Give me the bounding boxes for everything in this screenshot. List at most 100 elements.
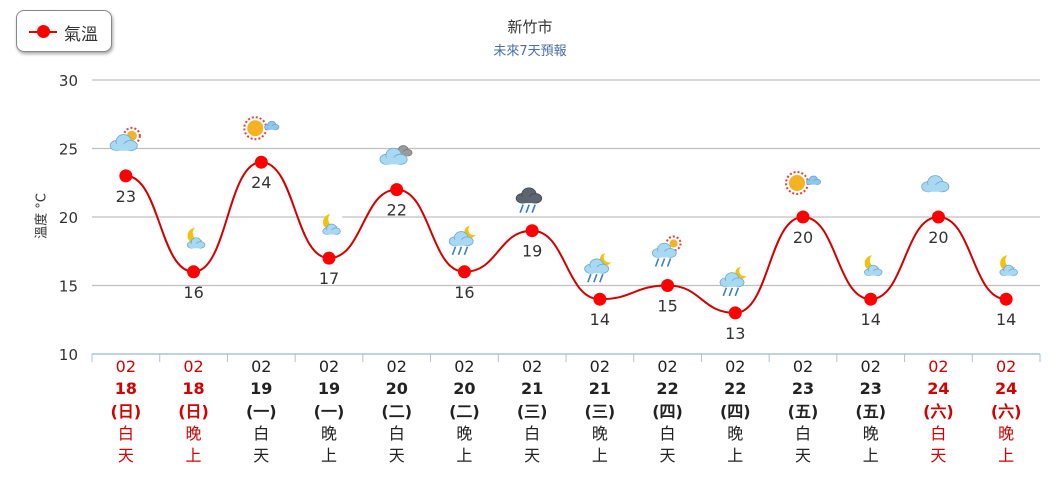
x-label-month: 02	[657, 357, 678, 376]
x-label-period: 白	[117, 423, 134, 443]
x-label-period: 晚	[320, 423, 337, 443]
x-tick-label: 02 18 (日) 白天	[96, 356, 156, 467]
x-label-day: 23	[859, 379, 882, 399]
x-tick-label: 02 23 (五) 晚上	[841, 356, 901, 467]
x-label-day: 22	[656, 379, 679, 399]
x-label-month: 02	[995, 357, 1017, 376]
x-label-period: 天	[388, 446, 405, 466]
x-label-day: 21	[521, 379, 544, 399]
x-label-period: 晚	[185, 423, 202, 443]
x-label-day: 22	[724, 379, 747, 399]
x-label-weekday: (六)	[990, 401, 1022, 421]
x-label-month: 02	[115, 357, 137, 376]
x-label-day: 18	[114, 379, 137, 399]
y-tick-label: 25	[59, 141, 78, 159]
dark-rain-cloud-icon	[515, 187, 543, 213]
x-label-day: 19	[250, 379, 273, 399]
x-tick-label: 02 24 (六) 白天	[908, 356, 968, 467]
cloud-icon	[921, 175, 950, 193]
x-label-weekday: (二)	[449, 401, 480, 421]
data-label: 23	[116, 187, 136, 206]
x-label-weekday: (一)	[245, 401, 277, 421]
legend-dot-icon	[37, 25, 50, 38]
cloudy-icon	[379, 145, 413, 165]
x-label-period: 天	[253, 446, 270, 466]
x-label-period: 上	[727, 446, 744, 466]
legend[interactable]: 氣溫	[16, 10, 112, 52]
x-tick-label: 02 23 (五) 白天	[773, 356, 833, 467]
data-points	[119, 155, 1013, 320]
moon-cloud-icon	[864, 253, 885, 276]
moon-cloud-rain-icon	[719, 265, 750, 297]
data-point[interactable]	[119, 169, 133, 183]
x-label-period: 白	[253, 423, 270, 443]
x-label-weekday: (四)	[719, 401, 751, 421]
x-label-month: 02	[454, 357, 475, 376]
x-label-month: 02	[792, 357, 814, 376]
x-label-day: 19	[317, 379, 341, 399]
x-label-period: 天	[524, 446, 541, 466]
x-tick-label: 02 22 (四) 白天	[638, 356, 698, 467]
x-label-weekday: (一)	[313, 401, 345, 421]
data-label: 16	[454, 283, 474, 302]
x-label-weekday: (日)	[110, 401, 142, 421]
data-point[interactable]	[322, 251, 336, 265]
data-point[interactable]	[187, 265, 201, 279]
x-label-period: 白	[930, 423, 947, 443]
data-point[interactable]	[661, 279, 675, 292]
x-label-period: 上	[456, 446, 473, 466]
data-point[interactable]	[864, 292, 878, 306]
x-tick-label: 02 21 (三) 晚上	[570, 356, 630, 467]
x-label-month: 02	[725, 357, 746, 376]
data-point[interactable]	[390, 183, 404, 197]
x-label-day: 20	[385, 379, 408, 399]
data-point[interactable]	[593, 292, 607, 306]
data-point[interactable]	[796, 210, 810, 224]
x-label-period: 晚	[862, 423, 879, 443]
y-tick-label: 15	[59, 278, 78, 296]
data-label: 24	[251, 173, 271, 192]
weather-icons	[109, 116, 1020, 297]
x-label-month: 02	[928, 357, 949, 376]
x-tick-label: 02 20 (二) 晚上	[434, 356, 494, 467]
data-point[interactable]	[999, 292, 1013, 306]
x-label-period: 天	[930, 446, 947, 466]
x-tick-label: 02 22 (四) 晚上	[705, 356, 765, 467]
x-label-month: 02	[860, 357, 881, 376]
chart-subtitle: 未來7天預報	[493, 44, 567, 59]
x-label-period: 上	[591, 446, 608, 466]
y-axis-label: 溫度 °C	[34, 193, 50, 239]
x-label-period: 上	[185, 446, 202, 466]
x-label-period: 晚	[727, 423, 744, 443]
x-label-day: 23	[791, 379, 815, 399]
moon-cloud-rain-icon	[584, 251, 615, 283]
data-point[interactable]	[457, 265, 471, 279]
moon-cloud-icon	[186, 225, 208, 249]
x-label-weekday: (六)	[923, 401, 954, 421]
x-label-period: 天	[794, 446, 811, 466]
x-label-day: 20	[453, 379, 476, 399]
x-label-weekday: (日)	[178, 401, 209, 421]
data-label: 15	[657, 297, 677, 316]
data-label: 14	[590, 310, 610, 329]
x-label-month: 02	[386, 357, 407, 376]
x-label-month: 02	[251, 357, 272, 376]
x-label-day: 24	[927, 379, 950, 399]
x-label-day: 24	[995, 379, 1018, 399]
data-label: 16	[183, 283, 203, 302]
x-label-period: 上	[862, 446, 879, 466]
y-axis-ticks: 10 15 20 25 30	[59, 72, 78, 364]
sun-icon	[243, 116, 280, 141]
sun-cloud-rain-icon	[651, 235, 682, 267]
x-label-weekday: (五)	[855, 401, 887, 421]
data-label: 13	[725, 324, 745, 343]
y-tick-label: 20	[59, 209, 78, 227]
data-point[interactable]	[254, 155, 268, 169]
data-point[interactable]	[728, 306, 742, 320]
data-point[interactable]	[931, 210, 945, 224]
x-label-period: 天	[659, 446, 676, 466]
x-tick-label: 02 20 (二) 白天	[367, 356, 427, 467]
data-point[interactable]	[525, 224, 539, 238]
x-label-day: 21	[588, 379, 611, 399]
